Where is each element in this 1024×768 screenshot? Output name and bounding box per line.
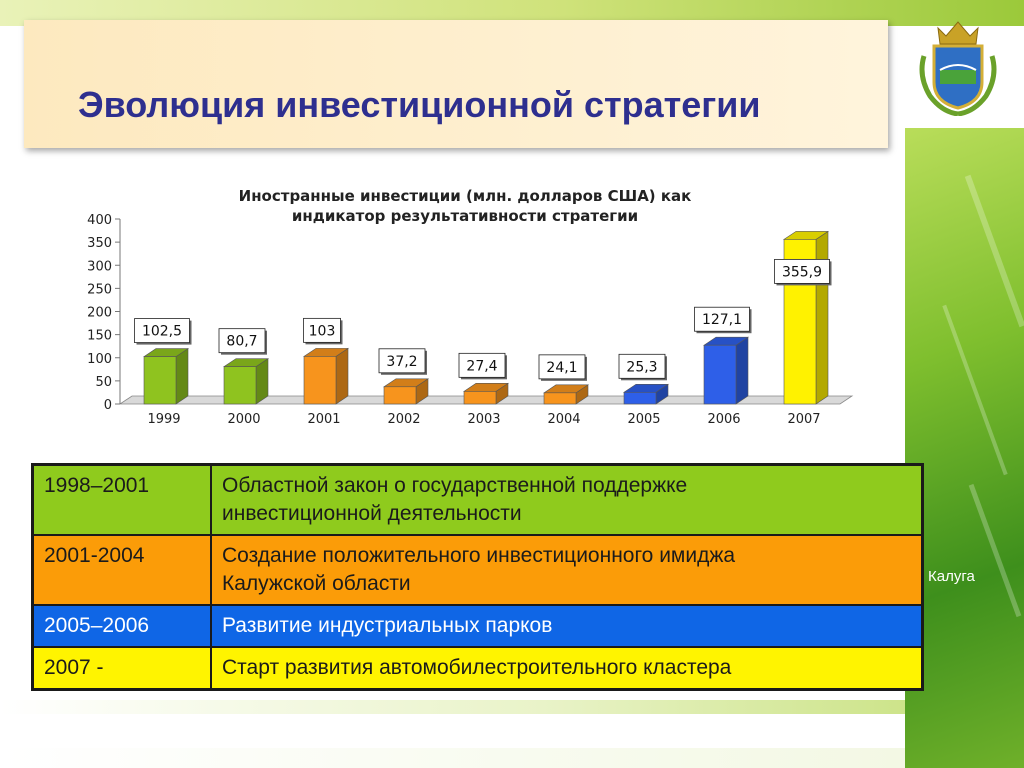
data-label-box xyxy=(303,317,341,343)
chart-title: Иностранные инвестиции (млн. долларов СШ… xyxy=(160,186,770,226)
x-tick-label: 1999 xyxy=(147,412,180,427)
timeline-period: 2005–2006 xyxy=(31,604,212,648)
bar xyxy=(463,391,497,405)
y-tick-label: 350 xyxy=(87,236,112,251)
bar xyxy=(383,386,417,405)
map-label: Калуга xyxy=(928,568,975,585)
data-label-box xyxy=(538,354,586,380)
strategy-timeline-table: 1998–2001 Областной закон о государствен… xyxy=(31,463,924,691)
bar xyxy=(703,344,737,405)
x-tick-label: 2006 xyxy=(707,412,740,427)
data-label: 127,1 xyxy=(702,312,742,328)
data-label: 102,5 xyxy=(142,324,182,340)
timeline-description: Областной закон о государственной поддер… xyxy=(210,463,924,536)
timeline-description: Создание положительного инвестиционного … xyxy=(210,534,924,606)
bar-side xyxy=(175,348,189,405)
bottom-decorative-stripe xyxy=(0,700,905,714)
data-label: 103 xyxy=(309,323,336,339)
bar xyxy=(143,356,177,405)
bar xyxy=(543,392,577,405)
data-label-box xyxy=(618,353,666,379)
title-banner: Эволюция инвестиционной стратегии xyxy=(24,20,888,148)
bar xyxy=(223,366,257,405)
y-tick-label: 0 xyxy=(104,398,112,413)
data-label-box xyxy=(694,306,750,332)
timeline-row: 2005–2006 Развитие индустриальных парков xyxy=(31,604,924,648)
timeline-row: 1998–2001 Областной закон о государствен… xyxy=(31,463,924,536)
x-tick-label: 2002 xyxy=(387,412,420,427)
bar xyxy=(303,356,337,405)
y-tick-label: 400 xyxy=(87,213,112,228)
x-tick-label: 2005 xyxy=(627,412,660,427)
chart-title-line-1: Иностранные инвестиции (млн. долларов СШ… xyxy=(238,187,692,205)
data-label-box xyxy=(218,328,266,354)
timeline-period: 1998–2001 xyxy=(31,463,212,536)
x-tick-label: 2003 xyxy=(467,412,500,427)
bar-side xyxy=(335,347,349,405)
bar-side xyxy=(815,230,829,405)
data-label: 37,2 xyxy=(386,354,417,370)
data-label-box xyxy=(134,318,190,343)
y-tick-label: 300 xyxy=(87,259,112,274)
y-tick-label: 250 xyxy=(87,282,112,297)
page-title: Эволюция инвестиционной стратегии xyxy=(78,84,761,125)
data-label-box xyxy=(378,348,426,374)
x-tick-label: 2004 xyxy=(547,412,580,427)
data-label: 27,4 xyxy=(466,358,497,374)
right-decorative-panel xyxy=(905,128,1024,768)
coat-of-arms-icon xyxy=(919,21,997,116)
timeline-row: 2007 - Старт развития автомобилестроител… xyxy=(31,646,924,691)
bar-side xyxy=(735,336,749,405)
timeline-description: Развитие индустриальных парков xyxy=(210,604,924,648)
data-label: 24,1 xyxy=(546,360,577,376)
timeline-description: Старт развития автомобилестроительного к… xyxy=(210,646,924,691)
chart-title-line-2: индикатор результативности стратегии xyxy=(291,207,639,225)
data-label: 25,3 xyxy=(626,359,657,375)
x-tick-label: 2000 xyxy=(227,412,260,427)
data-label-box xyxy=(458,352,506,378)
y-tick-label: 100 xyxy=(87,352,112,367)
timeline-period: 2007 - xyxy=(31,646,212,691)
y-tick-label: 150 xyxy=(87,329,112,344)
y-tick-label: 200 xyxy=(87,306,112,321)
x-tick-label: 2001 xyxy=(307,412,340,427)
y-tick-label: 50 xyxy=(95,375,112,390)
data-label: 80,7 xyxy=(226,334,257,350)
bottom-decorative-line xyxy=(0,748,905,768)
bar xyxy=(623,391,657,405)
data-label-box xyxy=(774,258,830,284)
timeline-period: 2001-2004 xyxy=(31,534,212,606)
timeline-row: 2001-2004 Создание положительного инвест… xyxy=(31,534,924,606)
x-tick-label: 2007 xyxy=(787,412,820,427)
data-label: 355,9 xyxy=(782,264,822,280)
